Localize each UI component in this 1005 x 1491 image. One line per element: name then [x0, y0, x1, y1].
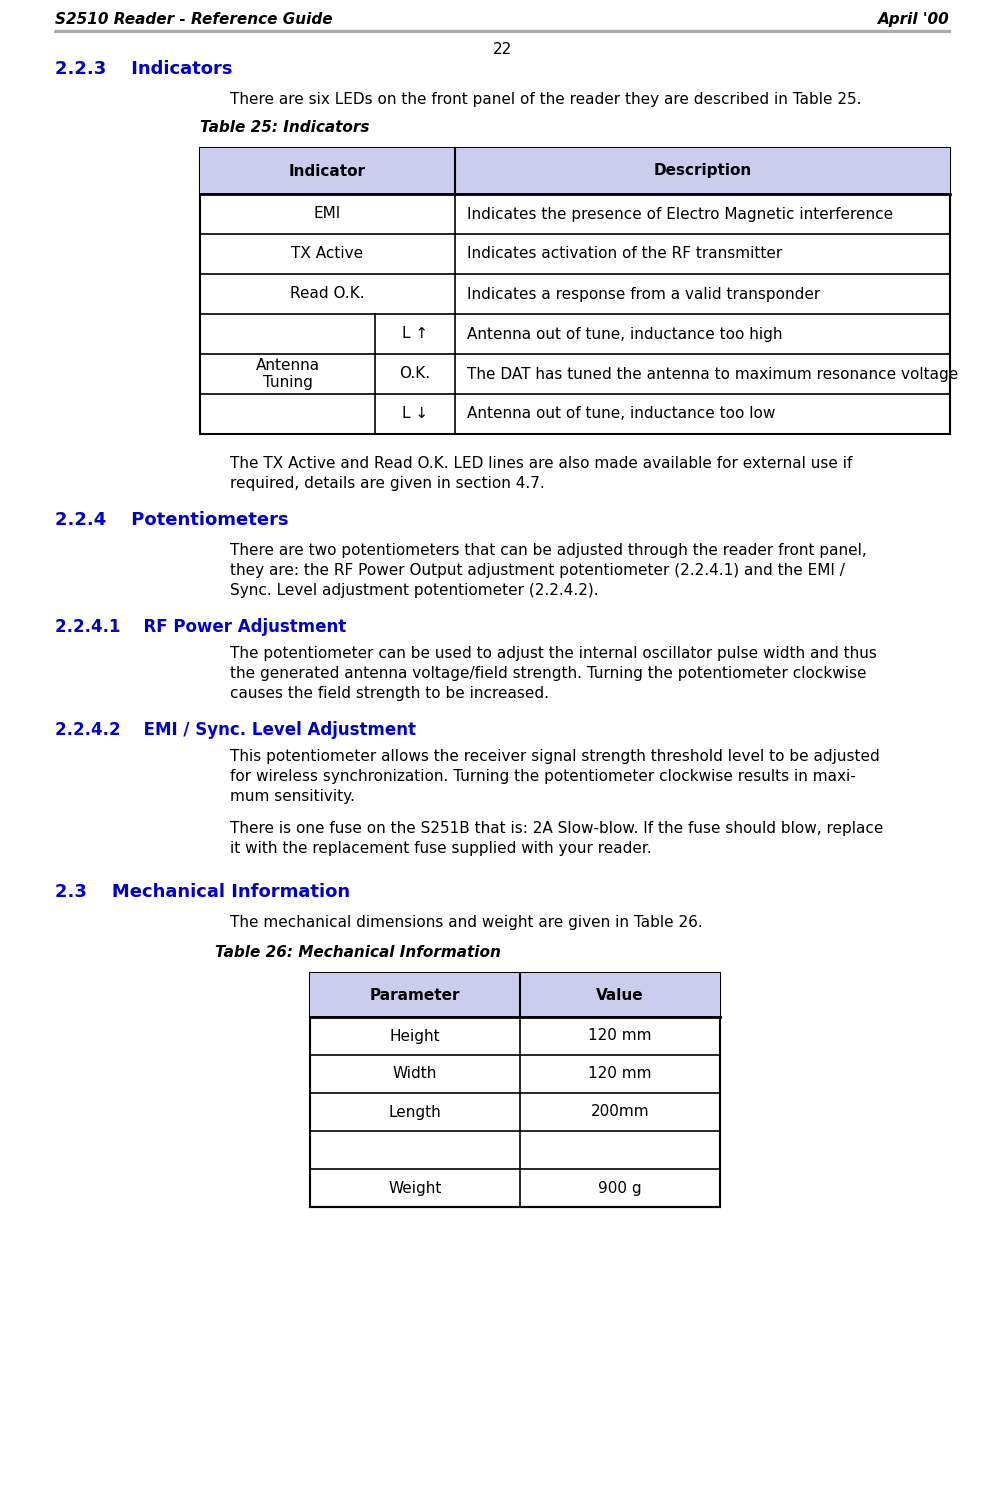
Text: 2.2.4.2    EMI / Sync. Level Adjustment: 2.2.4.2 EMI / Sync. Level Adjustment: [55, 722, 416, 740]
Text: Table 25: Indicators: Table 25: Indicators: [200, 119, 370, 136]
Text: 2.3    Mechanical Information: 2.3 Mechanical Information: [55, 883, 350, 901]
Text: Weight: Weight: [388, 1181, 441, 1196]
Text: Read O.K.: Read O.K.: [290, 286, 365, 301]
Text: 120 mm: 120 mm: [588, 1029, 652, 1044]
Bar: [310, 974, 720, 1017]
Text: required, details are given in section 4.7.: required, details are given in section 4…: [230, 476, 545, 491]
Text: Width: Width: [393, 1066, 437, 1081]
Bar: [200, 148, 950, 194]
Text: they are: the RF Power Output adjustment potentiometer (2.2.4.1) and the EMI /: they are: the RF Power Output adjustment…: [230, 564, 845, 579]
Text: the generated antenna voltage/field strength. Turning the potentiometer clockwis: the generated antenna voltage/field stre…: [230, 666, 866, 681]
Text: EMI: EMI: [314, 206, 341, 222]
Text: There are six LEDs on the front panel of the reader they are described in Table : There are six LEDs on the front panel of…: [230, 92, 861, 107]
Text: 22: 22: [492, 42, 513, 57]
Text: Antenna out of tune, inductance too low: Antenna out of tune, inductance too low: [467, 407, 776, 422]
Text: The TX Active and Read O.K. LED lines are also made available for external use i: The TX Active and Read O.K. LED lines ar…: [230, 456, 852, 471]
Text: it with the replacement fuse supplied with your reader.: it with the replacement fuse supplied wi…: [230, 841, 652, 856]
Text: Table 26: Mechanical Information: Table 26: Mechanical Information: [215, 945, 500, 960]
Text: This potentiometer allows the receiver signal strength threshold level to be adj: This potentiometer allows the receiver s…: [230, 748, 879, 763]
Text: causes the field strength to be increased.: causes the field strength to be increase…: [230, 686, 549, 701]
Text: S2510 Reader - Reference Guide: S2510 Reader - Reference Guide: [55, 12, 333, 27]
Text: Sync. Level adjustment potentiometer (2.2.4.2).: Sync. Level adjustment potentiometer (2.…: [230, 583, 599, 598]
Bar: [200, 148, 950, 434]
Text: The potentiometer can be used to adjust the internal oscillator pulse width and : The potentiometer can be used to adjust …: [230, 646, 877, 661]
Text: Description: Description: [653, 164, 752, 179]
Text: Antenna out of tune, inductance too high: Antenna out of tune, inductance too high: [467, 327, 783, 341]
Text: for wireless synchronization. Turning the potentiometer clockwise results in max: for wireless synchronization. Turning th…: [230, 769, 855, 784]
Text: Antenna
Tuning: Antenna Tuning: [255, 358, 320, 391]
Text: April '00: April '00: [878, 12, 950, 27]
Text: The mechanical dimensions and weight are given in Table 26.: The mechanical dimensions and weight are…: [230, 915, 702, 930]
Text: Length: Length: [389, 1105, 441, 1120]
Text: Indicates the presence of Electro Magnetic interference: Indicates the presence of Electro Magnet…: [467, 206, 893, 222]
Text: 120 mm: 120 mm: [588, 1066, 652, 1081]
Text: 200mm: 200mm: [591, 1105, 649, 1120]
Text: TX Active: TX Active: [291, 246, 364, 261]
Text: L ↑: L ↑: [402, 327, 428, 341]
Text: Parameter: Parameter: [370, 987, 460, 1002]
Text: 2.2.3    Indicators: 2.2.3 Indicators: [55, 60, 232, 78]
Text: L ↓: L ↓: [402, 407, 428, 422]
Text: The DAT has tuned the antenna to maximum resonance voltage: The DAT has tuned the antenna to maximum…: [467, 367, 958, 382]
Text: mum sensitivity.: mum sensitivity.: [230, 789, 355, 804]
Text: Height: Height: [390, 1029, 440, 1044]
Text: 900 g: 900 g: [598, 1181, 642, 1196]
Text: There are two potentiometers that can be adjusted through the reader front panel: There are two potentiometers that can be…: [230, 543, 866, 558]
Text: O.K.: O.K.: [399, 367, 430, 382]
Text: 2.2.4    Potentiometers: 2.2.4 Potentiometers: [55, 511, 288, 529]
Text: There is one fuse on the S251B that is: 2A Slow-blow. If the fuse should blow, r: There is one fuse on the S251B that is: …: [230, 822, 883, 836]
Text: 2.2.4.1    RF Power Adjustment: 2.2.4.1 RF Power Adjustment: [55, 617, 347, 637]
Text: Value: Value: [596, 987, 644, 1002]
Text: Indicates activation of the RF transmitter: Indicates activation of the RF transmitt…: [467, 246, 782, 261]
Text: Indicates a response from a valid transponder: Indicates a response from a valid transp…: [467, 286, 820, 301]
Text: Indicator: Indicator: [289, 164, 366, 179]
Bar: [310, 974, 720, 1208]
